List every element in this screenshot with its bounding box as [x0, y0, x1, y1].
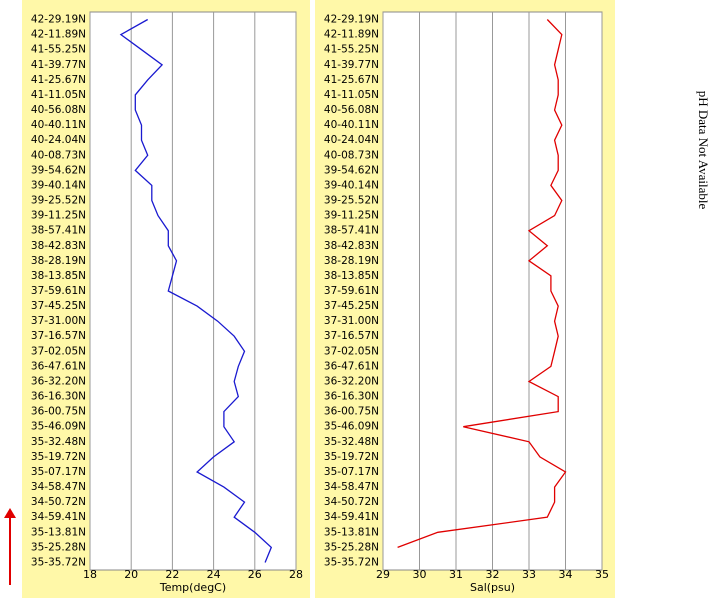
y-tick-label: 35-07.17N	[324, 466, 379, 478]
y-tick-label: 35-32.48N	[324, 436, 379, 448]
y-tick-label: 37-59.61N	[324, 285, 379, 297]
y-tick-label: 41-11.05N	[324, 89, 379, 101]
x-axis-label: Sal(psu)	[470, 581, 515, 594]
y-tick-label: 36-47.61N	[31, 360, 86, 372]
x-tick-label: 18	[83, 568, 97, 581]
y-tick-label: 37-16.57N	[324, 330, 379, 342]
note: pH Data Not Available	[696, 91, 711, 210]
y-tick-label: 40-56.08N	[324, 104, 379, 116]
y-tick-label: 39-11.25N	[324, 210, 379, 222]
y-tick-label: 35-19.72N	[31, 451, 86, 463]
y-tick-label: 39-25.52N	[324, 195, 379, 207]
y-tick-label: 37-02.05N	[31, 345, 86, 357]
x-tick-label: 30	[413, 568, 427, 581]
y-tick-label: 36-00.75N	[31, 406, 86, 418]
y-tick-label: 42-11.89N	[31, 29, 86, 41]
y-tick-label: 42-29.19N	[324, 14, 379, 26]
y-tick-label: 40-40.11N	[324, 119, 379, 131]
y-tick-label: 35-25.28N	[324, 541, 379, 553]
y-tick-label: 34-58.47N	[324, 481, 379, 493]
y-tick-label: 40-40.11N	[31, 119, 86, 131]
x-tick-label: 35	[595, 568, 609, 581]
y-tick-label: 41-25.67N	[324, 74, 379, 86]
y-tick-label: 37-31.00N	[324, 315, 379, 327]
y-tick-label: 41-25.67N	[31, 74, 86, 86]
y-tick-label: 37-45.25N	[31, 300, 86, 312]
x-tick-label: 29	[376, 568, 390, 581]
y-tick-label: 42-29.19N	[31, 14, 86, 26]
x-tick-label: 24	[207, 568, 221, 581]
y-tick-label: 39-54.62N	[324, 164, 379, 176]
y-tick-label: 34-50.72N	[324, 496, 379, 508]
arrow-head	[4, 508, 16, 518]
y-tick-label: 40-24.04N	[324, 134, 379, 146]
y-tick-label: 41-55.25N	[31, 44, 86, 56]
y-tick-label: 37-31.00N	[31, 315, 86, 327]
y-tick-label: 35-35.72N	[324, 556, 379, 568]
y-tick-label: 38-57.41N	[324, 225, 379, 237]
x-tick-label: 20	[124, 568, 138, 581]
data-line	[119, 18, 273, 563]
y-tick-label: 38-28.19N	[31, 255, 86, 267]
y-tick-label: 37-02.05N	[324, 345, 379, 357]
y-tick-label: 38-28.19N	[324, 255, 379, 267]
y-tick-label: 34-59.41N	[31, 511, 86, 523]
y-tick-label: 36-16.30N	[31, 391, 86, 403]
y-tick-label: 38-13.85N	[31, 270, 86, 282]
y-tick-label: 35-46.09N	[324, 421, 379, 433]
y-tick-label: 35-46.09N	[31, 421, 86, 433]
y-tick-label: 35-07.17N	[31, 466, 86, 478]
y-tick-label: 37-59.61N	[31, 285, 86, 297]
y-tick-label: 38-57.41N	[31, 225, 86, 237]
x-axis-label: Temp(degC)	[159, 581, 226, 594]
y-tick-label: 35-13.81N	[31, 526, 86, 538]
y-tick-label: 34-59.41N	[324, 511, 379, 523]
x-tick-label: 33	[522, 568, 536, 581]
y-tick-label: 36-32.20N	[324, 375, 379, 387]
y-tick-label: 40-24.04N	[31, 134, 86, 146]
y-tick-label: 40-08.73N	[31, 149, 86, 161]
y-tick-label: 41-39.77N	[31, 59, 86, 71]
y-tick-label: 38-13.85N	[324, 270, 379, 282]
y-tick-label: 42-11.89N	[324, 29, 379, 41]
y-tick-label: 41-11.05N	[31, 89, 86, 101]
y-tick-label: 39-40.14N	[324, 179, 379, 191]
y-tick-label: 36-16.30N	[324, 391, 379, 403]
y-tick-label: 39-40.14N	[31, 179, 86, 191]
x-tick-label: 31	[449, 568, 463, 581]
y-tick-label: 36-32.20N	[31, 375, 86, 387]
y-tick-label: 39-25.52N	[31, 195, 86, 207]
x-tick-label: 34	[559, 568, 573, 581]
y-tick-label: 36-00.75N	[324, 406, 379, 418]
y-tick-label: 35-32.48N	[31, 436, 86, 448]
y-tick-label: 41-39.77N	[324, 59, 379, 71]
x-tick-label: 22	[165, 568, 179, 581]
y-tick-label: 37-16.57N	[31, 330, 86, 342]
x-tick-label: 32	[486, 568, 500, 581]
y-tick-label: 38-42.83N	[324, 240, 379, 252]
data-line	[397, 19, 567, 549]
y-tick-label: 34-58.47N	[31, 481, 86, 493]
plot-area	[89, 11, 297, 571]
y-tick-label: 39-11.25N	[31, 210, 86, 222]
y-tick-label: 35-13.81N	[324, 526, 379, 538]
y-tick-label: 35-19.72N	[324, 451, 379, 463]
y-tick-label: 40-08.73N	[324, 149, 379, 161]
y-tick-label: 40-56.08N	[31, 104, 86, 116]
x-tick-label: 26	[248, 568, 262, 581]
y-tick-label: 37-45.25N	[324, 300, 379, 312]
y-tick-label: 34-50.72N	[31, 496, 86, 508]
y-tick-label: 38-42.83N	[31, 240, 86, 252]
y-tick-label: 35-35.72N	[31, 556, 86, 568]
y-tick-label: 35-25.28N	[31, 541, 86, 553]
y-tick-label: 36-47.61N	[324, 360, 379, 372]
y-tick-label: 41-55.25N	[324, 44, 379, 56]
x-tick-label: 28	[289, 568, 303, 581]
y-tick-label: 39-54.62N	[31, 164, 86, 176]
